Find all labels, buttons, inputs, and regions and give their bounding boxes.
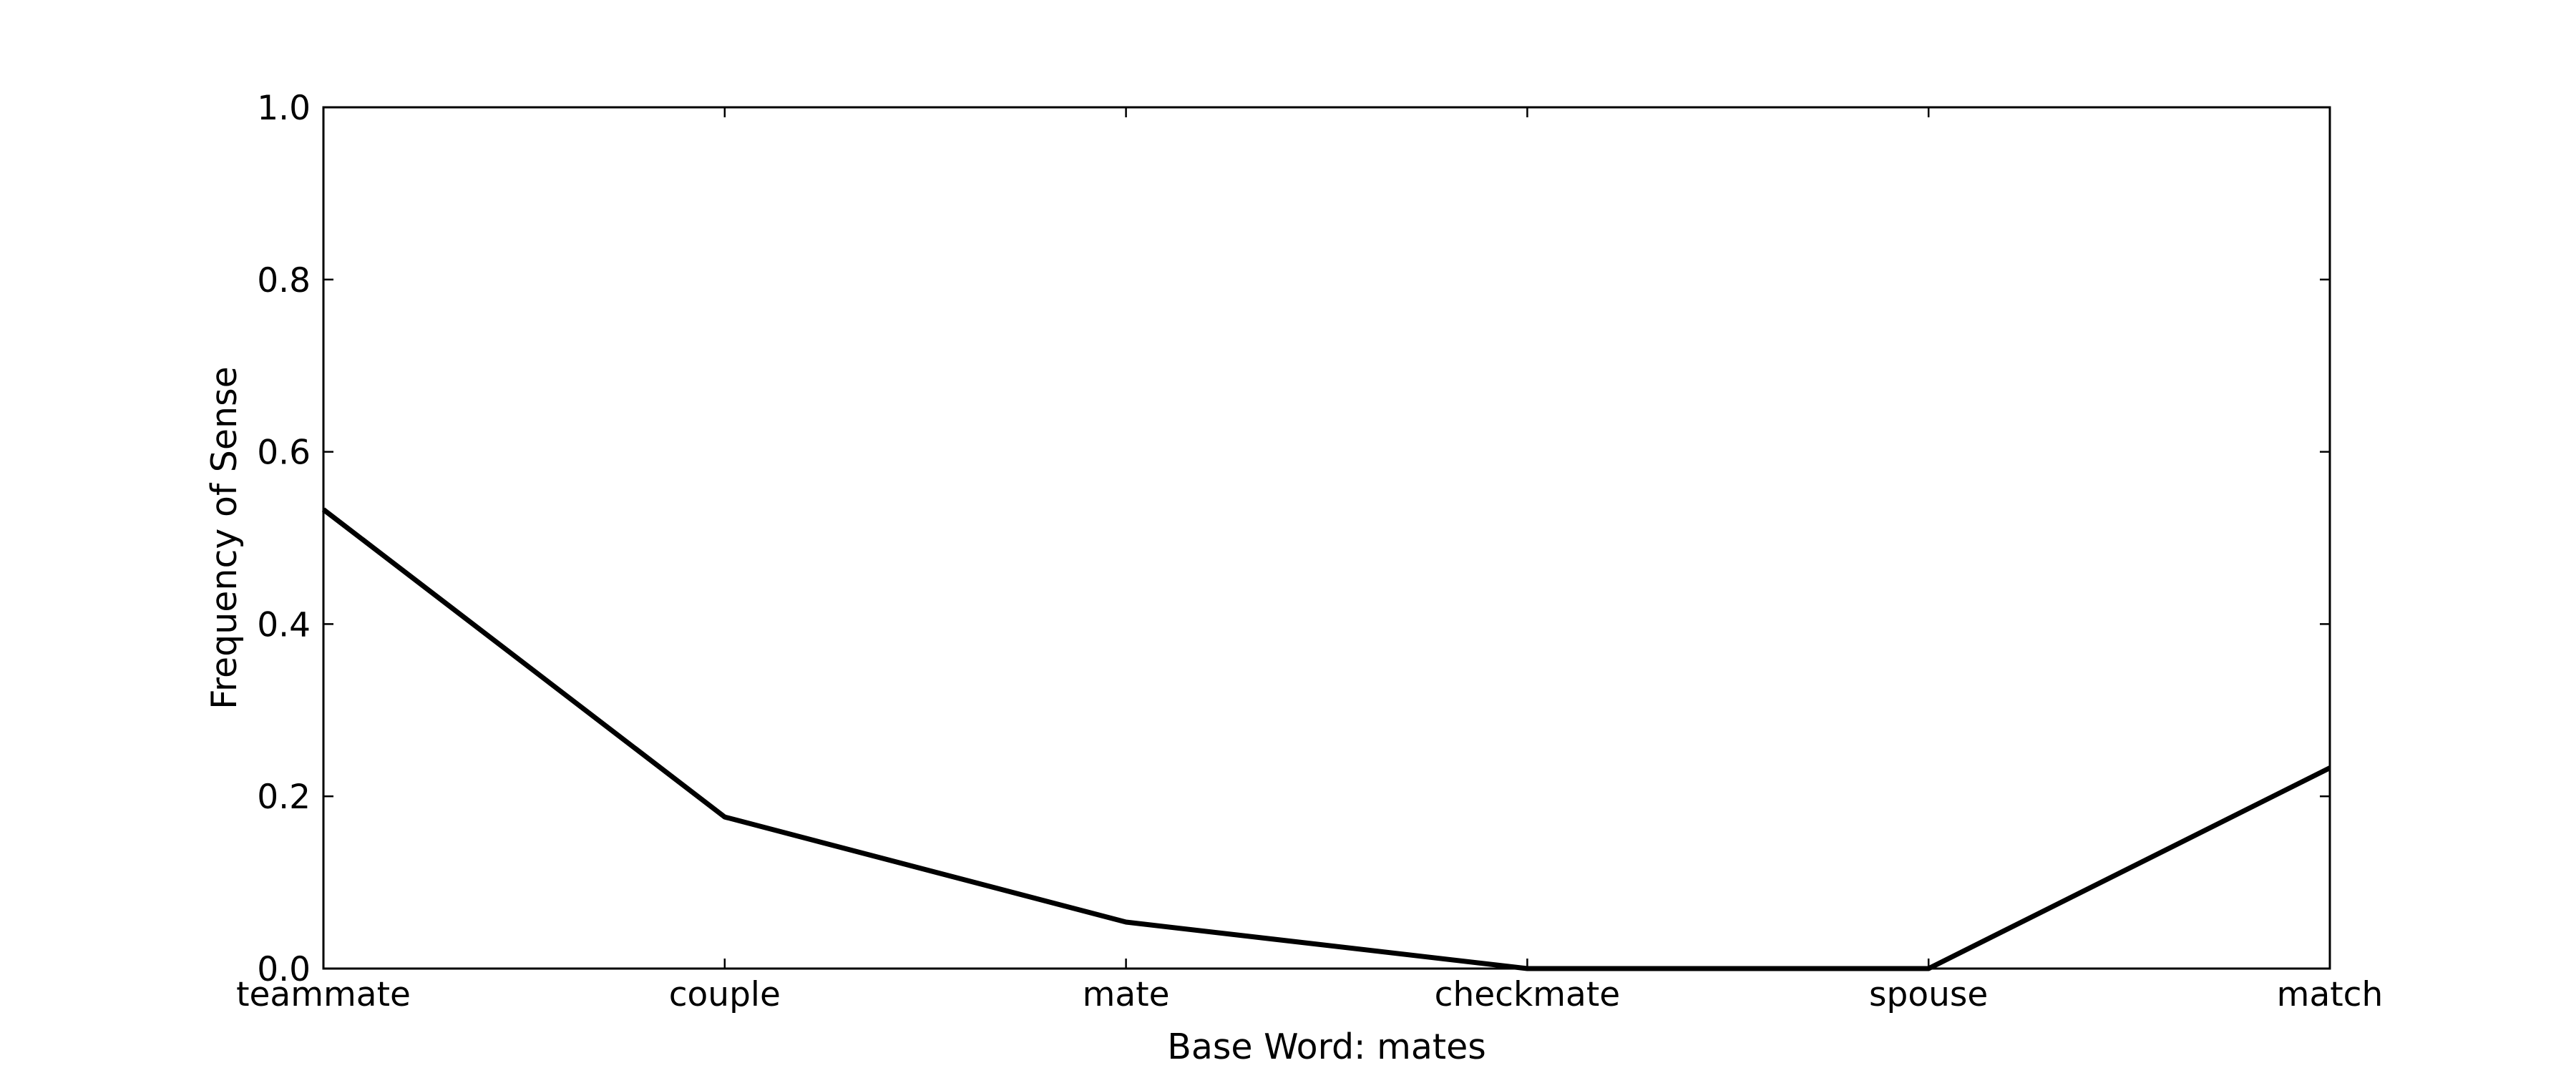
y-axis-label: Frequency of Sense	[204, 366, 245, 710]
x-axis-label: Base Word: mates	[1167, 1027, 1486, 1067]
plot-area-frame	[322, 106, 2331, 970]
axis-ticks	[322, 106, 2331, 970]
x-tick-label: match	[2277, 975, 2384, 1014]
x-tick-label: teammate	[236, 975, 411, 1014]
y-tick-label: 0.0	[257, 950, 311, 989]
y-tick-label: 1.0	[257, 89, 311, 128]
x-tick-label: couple	[669, 975, 781, 1014]
x-tick-label: spouse	[1869, 975, 1988, 1014]
series-line	[321, 507, 2331, 971]
y-tick-label: 0.4	[257, 605, 311, 645]
y-tick-label: 0.8	[257, 261, 311, 300]
y-tick-label: 0.2	[257, 778, 311, 817]
y-tick-label: 0.6	[257, 433, 311, 473]
x-tick-label: checkmate	[1435, 975, 1621, 1014]
tick-labels: teammate couple mate checkmate spouse match 0.…	[236, 89, 2383, 1014]
x-tick-label: mate	[1083, 975, 1170, 1014]
